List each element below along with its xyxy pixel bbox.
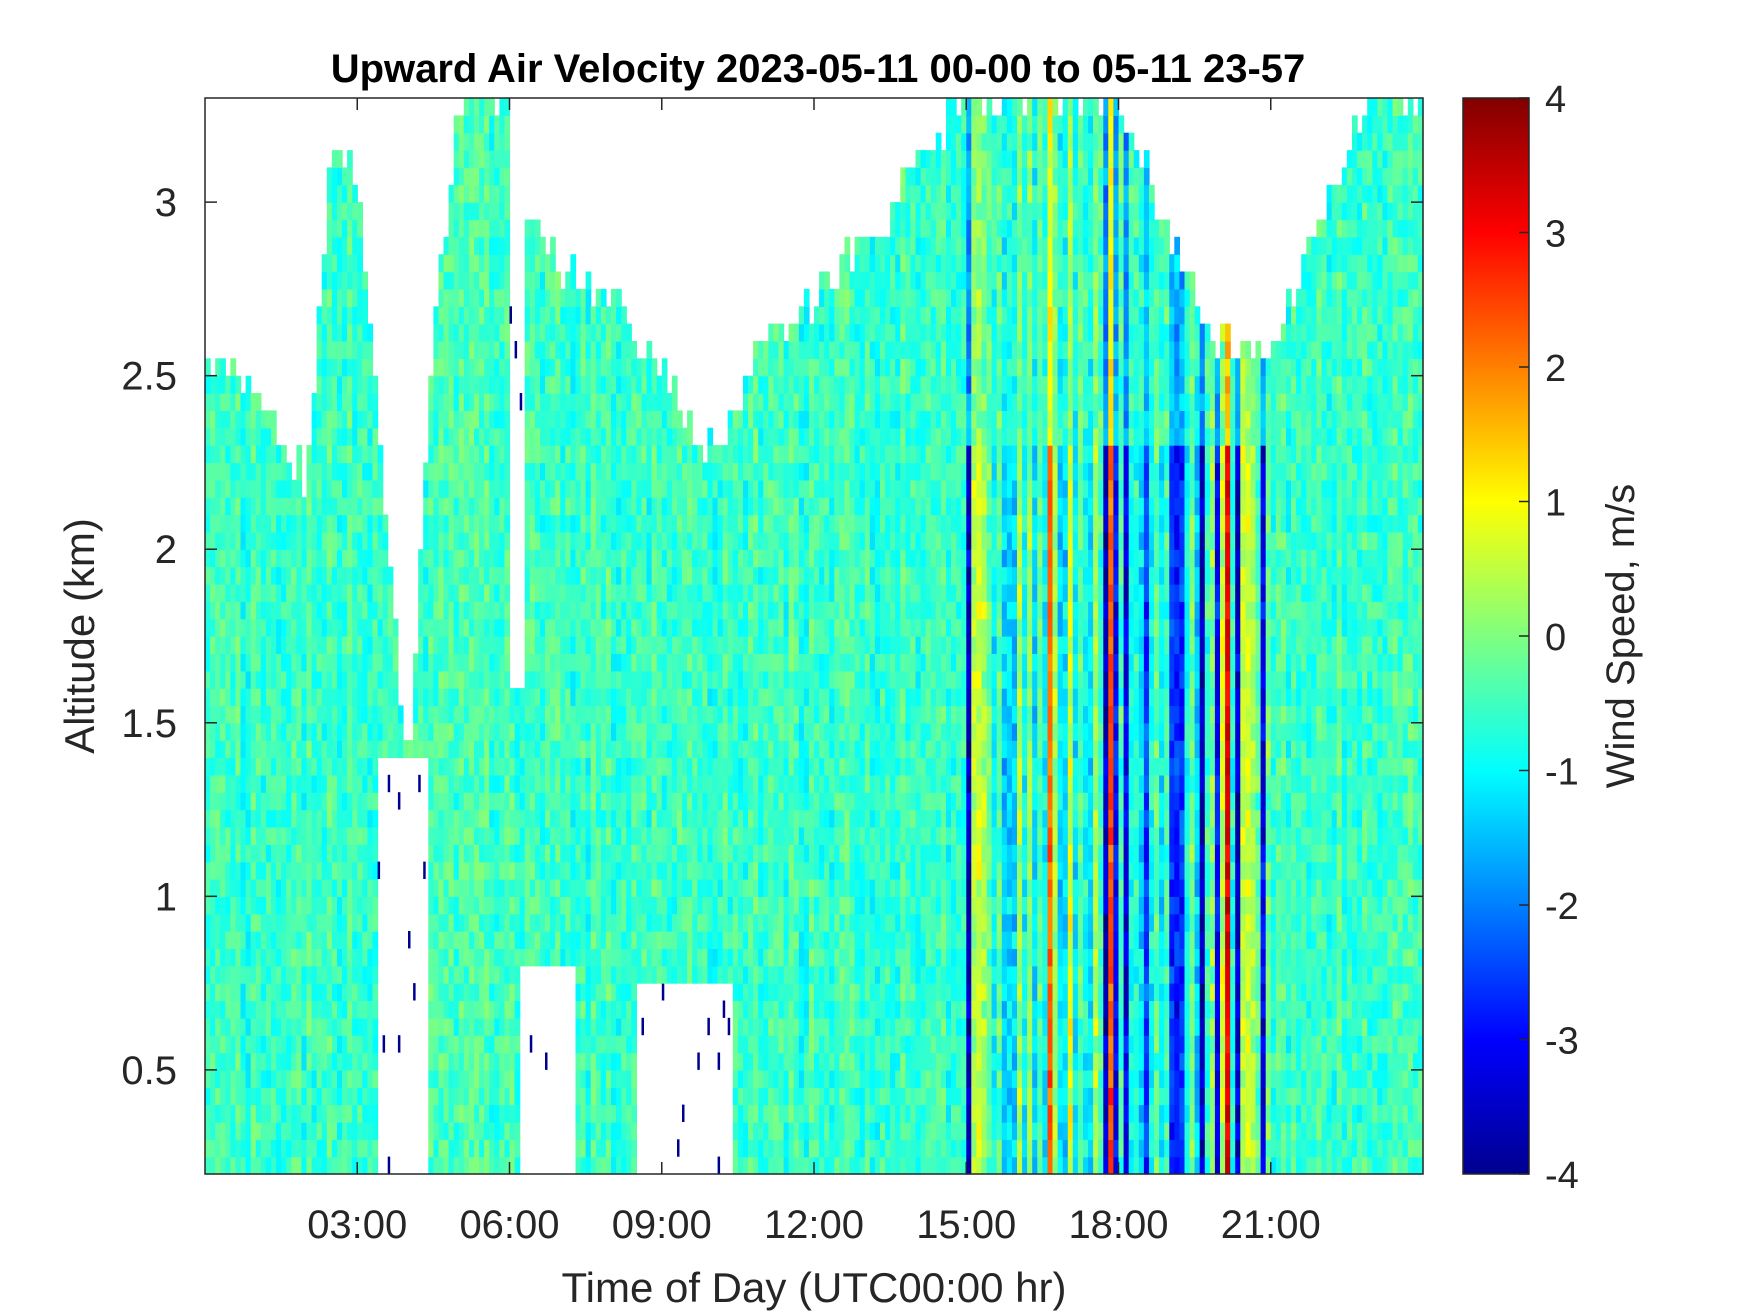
x-tick-label: 03:00 [307, 1203, 407, 1247]
velocity-heatmap [205, 98, 1424, 1175]
x-tick-label: 21:00 [1221, 1203, 1321, 1247]
colorbar [1462, 97, 1530, 1175]
y-tick-label: 0.5 [121, 1049, 177, 1093]
y-tick-label: 2.5 [121, 355, 177, 399]
x-tick-label: 15:00 [916, 1203, 1016, 1247]
colorbar-tick-label: 4 [1545, 79, 1566, 121]
chart-title: Upward Air Velocity 2023-05-11 00-00 to … [331, 47, 1306, 91]
colorbar-tick-label: 1 [1545, 483, 1566, 525]
colorbar-tick-label: 2 [1545, 348, 1566, 390]
colorbar-tick-label: -2 [1545, 886, 1579, 928]
y-tick-label: 1 [155, 875, 177, 919]
colorbar-tick-label: -4 [1545, 1155, 1579, 1197]
colorbar-ticks: 4 3 2 1 0 -1 -2 -3 -4 [1519, 79, 1579, 1197]
y-tick-label: 3 [155, 181, 177, 225]
y-tick-label: 2 [155, 528, 177, 572]
colorbar-tick-label: -1 [1545, 752, 1579, 794]
x-axis-label: Time of Day (UTC00:00 hr) [562, 1264, 1067, 1311]
y-tick-label: 1.5 [121, 702, 177, 746]
y-axis-ticks: 0.5 1 1.5 2 2.5 3 [121, 181, 1423, 1093]
colorbar-label: Wind Speed, m/s [1599, 484, 1643, 789]
colorbar-tick-label: 0 [1545, 617, 1566, 659]
colorbar-tick-label: 3 [1545, 214, 1566, 256]
x-tick-label: 09:00 [612, 1203, 712, 1247]
x-tick-label: 06:00 [459, 1203, 559, 1247]
colorbar-tick-label: -3 [1545, 1021, 1579, 1063]
x-axis-ticks: 03:00 06:00 09:00 12:00 15:00 18:00 21:00 [307, 98, 1321, 1247]
x-tick-label: 18:00 [1068, 1203, 1168, 1247]
y-axis-label: Altitude (km) [56, 518, 103, 754]
x-tick-label: 12:00 [764, 1203, 864, 1247]
